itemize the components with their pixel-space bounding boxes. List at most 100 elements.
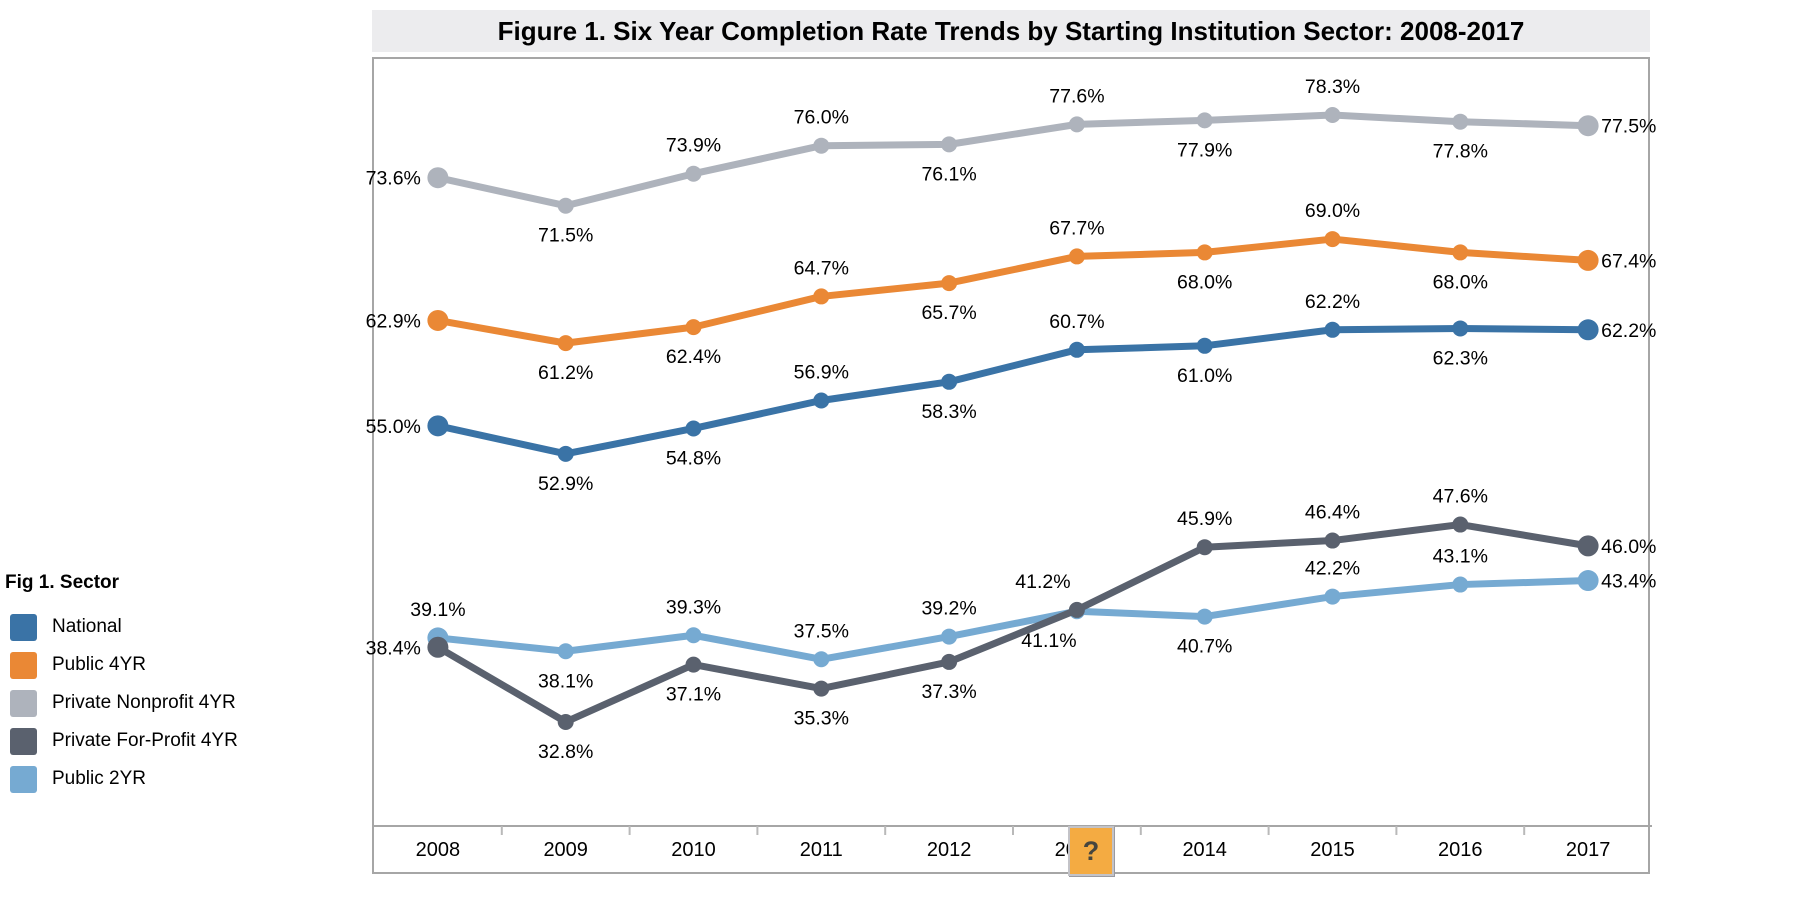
data-label-national-2015: 62.2% xyxy=(1305,291,1360,313)
data-point-public-2yr-2010[interactable] xyxy=(685,627,702,644)
data-point-national-2008[interactable] xyxy=(427,415,449,437)
data-point-public-4yr-2008[interactable] xyxy=(427,309,449,331)
series-line-national[interactable] xyxy=(434,324,1592,458)
data-label-private-nonprofit-4yr-2012: 76.1% xyxy=(921,163,976,185)
legend-item-label: Public 2YR xyxy=(52,768,146,789)
data-point-public-2yr-2015[interactable] xyxy=(1324,588,1341,605)
legend-item-private-for-profit-4yr[interactable]: Private For-Profit 4YR xyxy=(5,722,305,760)
data-label-national-2013: 60.7% xyxy=(1049,311,1104,333)
data-label-private-nonprofit-4yr-2017: 77.5% xyxy=(1601,116,1656,138)
data-point-national-2017[interactable] xyxy=(1577,319,1599,341)
data-point-public-2yr-2012[interactable] xyxy=(941,628,958,645)
data-point-public-4yr-2009[interactable] xyxy=(557,335,574,352)
data-point-public-4yr-2010[interactable] xyxy=(685,319,702,336)
legend-swatch-icon xyxy=(10,765,37,793)
legend-item-label: Private For-Profit 4YR xyxy=(52,730,238,751)
data-point-private-for-profit-4yr-2013[interactable] xyxy=(1068,601,1085,618)
data-label-public-2yr-2008: 39.1% xyxy=(410,599,465,621)
data-label-national-2010: 54.8% xyxy=(666,447,721,469)
data-label-public-2yr-2012: 39.2% xyxy=(921,598,976,620)
series-line-public-4yr[interactable] xyxy=(434,235,1592,347)
data-point-private-nonprofit-4yr-2014[interactable] xyxy=(1196,112,1213,129)
data-point-private-nonprofit-4yr-2015[interactable] xyxy=(1324,107,1341,124)
data-label-private-nonprofit-4yr-2016: 77.8% xyxy=(1433,141,1488,163)
legend-items: National Public 4YR Private Nonprofit 4YR P… xyxy=(5,608,305,798)
data-label-public-4yr-2010: 62.4% xyxy=(666,346,721,368)
data-point-national-2015[interactable] xyxy=(1324,321,1341,338)
x-tick-label-2011: 2011 xyxy=(800,839,843,861)
data-label-private-nonprofit-4yr-2014: 77.9% xyxy=(1177,139,1232,161)
data-point-public-4yr-2013[interactable] xyxy=(1068,248,1085,265)
data-point-private-nonprofit-4yr-2017[interactable] xyxy=(1577,115,1599,137)
data-label-public-4yr-2013: 67.7% xyxy=(1049,217,1104,239)
data-point-private-for-profit-4yr-2014[interactable] xyxy=(1196,539,1213,556)
data-point-private-nonprofit-4yr-2011[interactable] xyxy=(813,137,830,154)
series-line-public-2yr[interactable] xyxy=(434,577,1592,663)
data-label-national-2009: 52.9% xyxy=(538,473,593,495)
data-label-public-4yr-2009: 61.2% xyxy=(538,362,593,384)
data-point-public-4yr-2011[interactable] xyxy=(813,288,830,305)
legend-item-national[interactable]: National xyxy=(5,608,305,646)
data-point-public-2yr-2014[interactable] xyxy=(1196,608,1213,625)
data-label-private-for-profit-4yr-2014: 45.9% xyxy=(1177,508,1232,530)
data-point-private-for-profit-4yr-2011[interactable] xyxy=(813,680,830,697)
data-point-national-2013[interactable] xyxy=(1068,341,1085,358)
x-tick-label-2016: 2016 xyxy=(1438,839,1483,861)
data-label-national-2012: 58.3% xyxy=(921,401,976,423)
data-point-national-2014[interactable] xyxy=(1196,337,1213,354)
series-line-private-for-profit-4yr[interactable] xyxy=(434,521,1592,726)
data-label-public-2yr-2016: 43.1% xyxy=(1433,546,1488,568)
plot-area[interactable]: 2008200920102011201220132014201520162017… xyxy=(366,57,1657,876)
data-point-private-for-profit-4yr-2015[interactable] xyxy=(1324,532,1341,549)
data-point-private-for-profit-4yr-2012[interactable] xyxy=(941,653,958,670)
data-point-public-2yr-2009[interactable] xyxy=(557,643,574,660)
data-label-private-for-profit-4yr-2017: 46.0% xyxy=(1601,536,1656,558)
legend-item-label: Private Nonprofit 4YR xyxy=(52,692,236,713)
legend-item-public-4yr[interactable]: Public 4YR xyxy=(5,646,305,684)
data-point-national-2010[interactable] xyxy=(685,420,702,437)
legend-swatch-icon xyxy=(10,689,37,717)
data-point-private-nonprofit-4yr-2012[interactable] xyxy=(941,136,958,153)
data-point-private-nonprofit-4yr-2016[interactable] xyxy=(1452,113,1469,130)
data-label-public-4yr-2015: 69.0% xyxy=(1305,200,1360,222)
x-tick-label-2008: 2008 xyxy=(416,839,461,861)
x-tick-label-2009: 2009 xyxy=(543,839,588,861)
data-point-national-2009[interactable] xyxy=(557,445,574,462)
data-point-private-for-profit-4yr-2009[interactable] xyxy=(557,713,574,730)
data-point-private-nonprofit-4yr-2013[interactable] xyxy=(1068,116,1085,133)
data-point-public-4yr-2016[interactable] xyxy=(1452,244,1469,261)
data-label-private-nonprofit-4yr-2008: 73.6% xyxy=(366,168,421,190)
data-point-public-2yr-2011[interactable] xyxy=(813,651,830,668)
data-point-public-4yr-2017[interactable] xyxy=(1577,249,1599,271)
data-point-national-2011[interactable] xyxy=(813,392,830,409)
data-point-private-for-profit-4yr-2010[interactable] xyxy=(685,656,702,673)
legend-item-label: National xyxy=(52,616,122,637)
data-label-private-for-profit-4yr-2009: 32.8% xyxy=(538,741,593,763)
data-point-private-nonprofit-4yr-2009[interactable] xyxy=(557,197,574,214)
data-point-private-nonprofit-4yr-2010[interactable] xyxy=(685,165,702,182)
line-chart-canvas[interactable]: 2008200920102011201220132014201520162017… xyxy=(366,59,1657,876)
data-point-public-4yr-2014[interactable] xyxy=(1196,244,1213,261)
chart-legend: Fig 1. Sector National Public 4YR Private … xyxy=(5,572,305,798)
legend-swatch-icon xyxy=(10,651,37,679)
legend-item-private-nonprofit-4yr[interactable]: Private Nonprofit 4YR xyxy=(5,684,305,722)
data-point-public-4yr-2015[interactable] xyxy=(1324,231,1341,248)
data-point-private-nonprofit-4yr-2008[interactable] xyxy=(427,167,449,189)
data-point-national-2016[interactable] xyxy=(1452,320,1469,337)
x-tick-label-2012: 2012 xyxy=(927,839,972,861)
data-point-private-for-profit-4yr-2017[interactable] xyxy=(1577,535,1599,557)
data-point-private-for-profit-4yr-2016[interactable] xyxy=(1452,516,1469,533)
data-point-national-2012[interactable] xyxy=(941,373,958,390)
data-point-public-4yr-2012[interactable] xyxy=(941,275,958,292)
help-cursor-icon[interactable]: ? xyxy=(1068,826,1114,876)
data-label-private-for-profit-4yr-2015: 46.4% xyxy=(1305,502,1360,524)
legend-item-public-2yr[interactable]: Public 2YR xyxy=(5,760,305,798)
data-label-public-2yr-2017: 43.4% xyxy=(1601,571,1656,593)
data-point-public-2yr-2017[interactable] xyxy=(1577,570,1599,592)
data-point-public-2yr-2016[interactable] xyxy=(1452,576,1469,593)
data-label-public-4yr-2008: 62.9% xyxy=(366,310,421,332)
data-label-public-2yr-2013: 41.1% xyxy=(1021,630,1076,652)
data-label-national-2017: 62.2% xyxy=(1601,320,1656,342)
series-line-private-nonprofit-4yr[interactable] xyxy=(434,111,1592,210)
data-point-private-for-profit-4yr-2008[interactable] xyxy=(427,636,449,658)
